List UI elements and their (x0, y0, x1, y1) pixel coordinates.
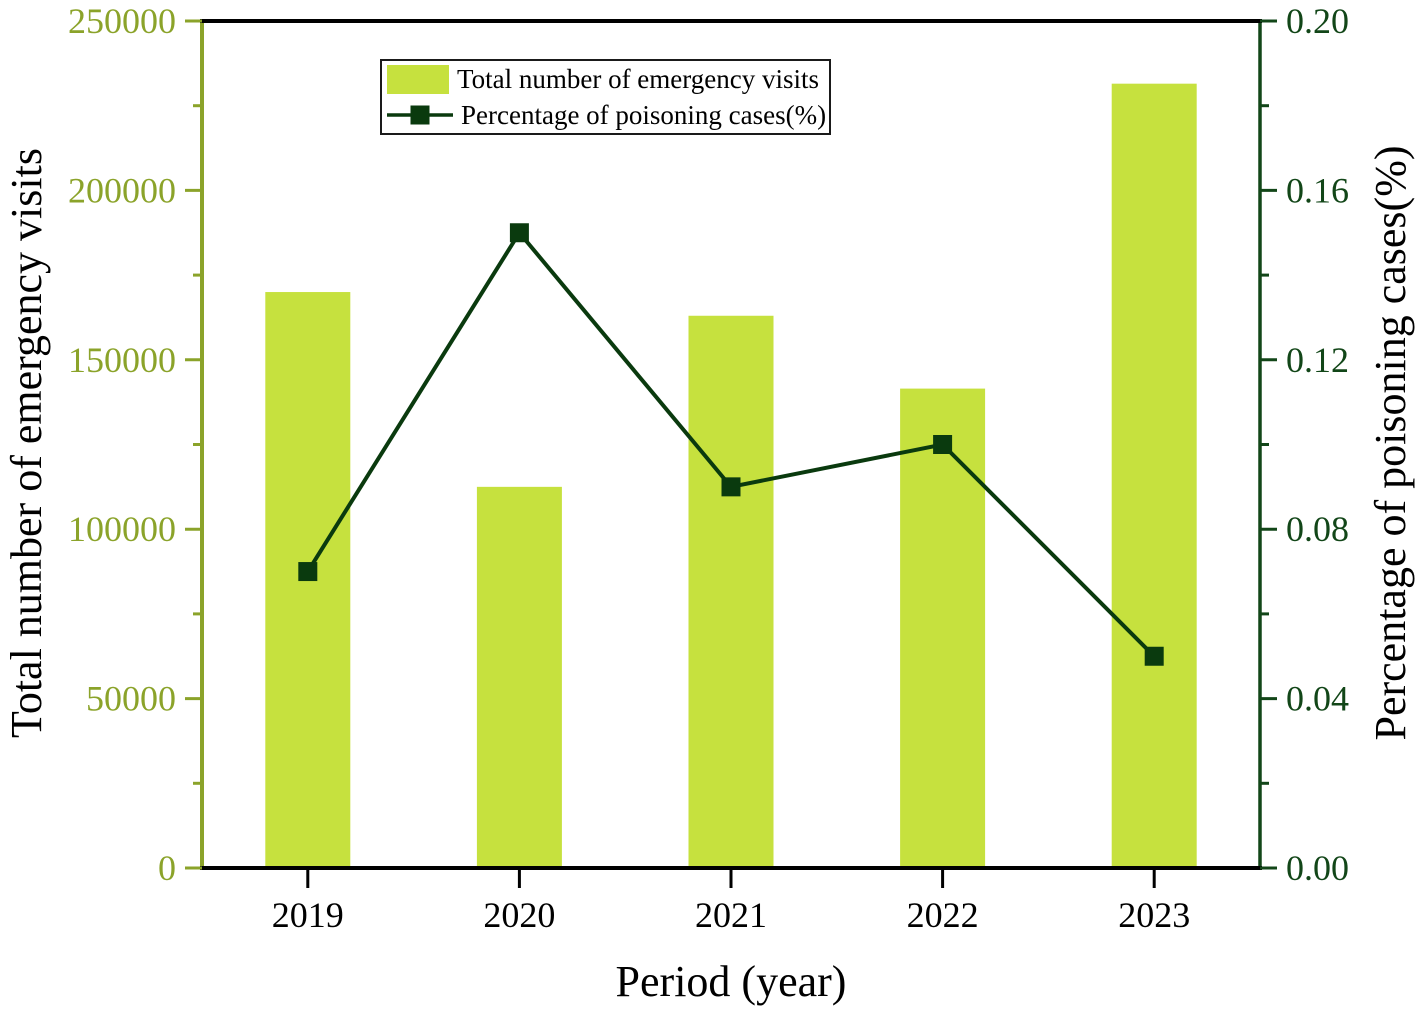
bar-2023 (1111, 83, 1197, 869)
line-marker-2023 (1144, 646, 1164, 666)
legend-label-bars: Total number of emergency visits (457, 63, 820, 94)
x-axis-title: Period (year) (615, 957, 847, 1006)
legend: Total number of emergency visits Percent… (380, 59, 831, 135)
line-marker-2020 (509, 223, 529, 243)
left-axis-tick-label: 0 (158, 848, 176, 888)
line-marker-2021 (721, 477, 741, 497)
left-axis-title: Total number of emergency visits (2, 148, 51, 738)
right-axis-tick-label: 0.20 (1286, 1, 1349, 41)
left-axis-tick-label: 200000 (68, 170, 176, 210)
x-axis-tick-label: 2023 (1118, 895, 1190, 935)
legend-item-line: Percentage of poisoning cases(%) (382, 97, 829, 133)
bar-2020 (476, 486, 562, 868)
line-marker-2022 (933, 435, 953, 454)
left-axis-tick-label: 150000 (68, 340, 176, 380)
bar-2021 (688, 315, 774, 869)
left-axis-tick-label: 50000 (86, 679, 176, 719)
legend-square-marker-icon (410, 105, 430, 125)
legend-bar-swatch (387, 64, 449, 94)
legend-label-line: Percentage of poisoning cases(%) (461, 99, 827, 130)
right-axis-tick-label: 0.00 (1286, 848, 1349, 888)
x-axis-tick-label: 2022 (907, 895, 979, 935)
left-axis-tick-label: 100000 (68, 509, 176, 549)
legend-item-bars: Total number of emergency visits (382, 61, 829, 97)
x-axis-tick-label: 2020 (483, 895, 555, 935)
x-axis-tick-label: 2019 (272, 895, 344, 935)
left-axis-tick-label: 250000 (68, 1, 176, 41)
right-axis-tick-label: 0.16 (1286, 170, 1349, 210)
right-axis-tick-label: 0.08 (1286, 509, 1349, 549)
right-axis-tick-label: 0.04 (1286, 679, 1349, 719)
right-axis-tick-label: 0.12 (1286, 340, 1349, 380)
line-marker-2019 (298, 562, 318, 582)
x-axis-tick-label: 2021 (695, 895, 767, 935)
right-axis-title: Percentage of poisoning cases(%) (1366, 145, 1415, 741)
legend-line-marker-sample (387, 103, 453, 127)
bar-2022 (900, 388, 986, 868)
